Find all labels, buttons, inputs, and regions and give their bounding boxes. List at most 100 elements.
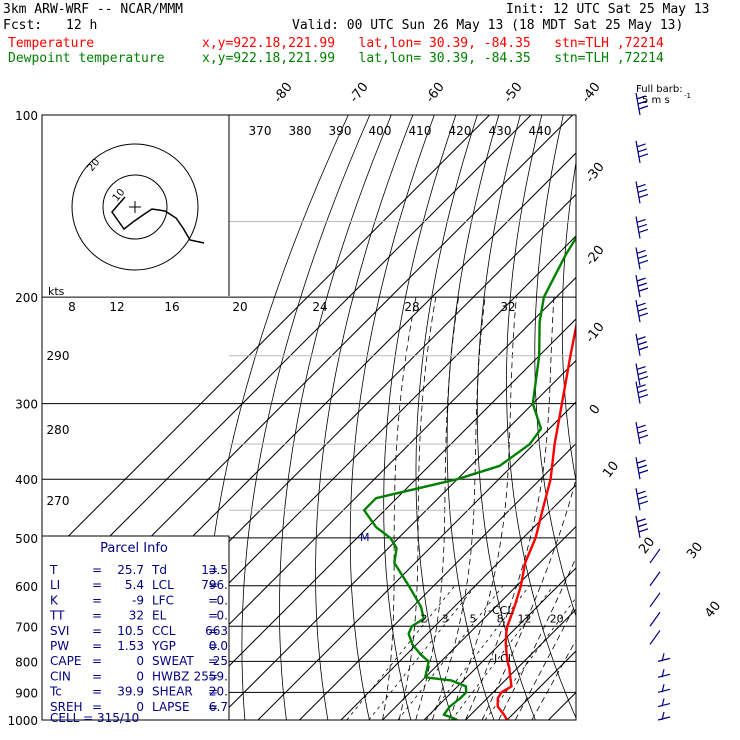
wind-barb-flag <box>636 384 646 389</box>
wind-speed-label: 32 <box>500 300 515 314</box>
wind-barb <box>649 630 661 645</box>
parcel-eq: = <box>92 669 102 683</box>
isotherm-line <box>423 567 576 720</box>
wind-barb-flag <box>637 254 647 260</box>
wind-barb-shaft <box>649 630 661 645</box>
wind-legend-value: 5 m s <box>642 95 670 106</box>
pressure-tick-label: 400 <box>15 473 38 487</box>
mixing-ratio-lines <box>346 585 576 720</box>
dry-adiabat-line <box>279 115 392 720</box>
parcel-value: 5.4 <box>125 578 144 592</box>
parcel-label: Td <box>151 563 167 577</box>
parcel-label: CAPE <box>50 654 81 668</box>
isotherm-line <box>382 525 576 720</box>
wind-barb-flag <box>637 282 647 287</box>
parcel-info-title: Parcel Info <box>100 541 168 556</box>
wind-barb-flag <box>637 523 647 528</box>
dry-adiabat-line <box>688 115 740 720</box>
isotherm-label: -40 <box>579 80 604 106</box>
moist-adiabat-line <box>514 602 576 720</box>
parcel-eq: = <box>92 563 102 577</box>
wind-barbs: Full barb:5 m s -1 <box>635 84 691 721</box>
theta-label: 440 <box>529 124 552 138</box>
parcel-label: SREH <box>50 700 83 714</box>
wind-barb-flag <box>636 277 646 282</box>
parcel-value: 663 <box>205 624 228 638</box>
isotherm-label: -30 <box>583 160 608 186</box>
hodograph-ring-outer <box>71 143 199 271</box>
wind-barb-flag <box>637 495 647 500</box>
parcel-eq: = <box>208 669 218 683</box>
hodograph: 10 20 <box>71 143 205 271</box>
mixing-ratio-label: 20 <box>550 613 564 626</box>
wind-barb <box>657 684 671 693</box>
wind-barb <box>657 669 671 678</box>
wind-barb <box>649 592 661 608</box>
wind-barb <box>635 247 649 270</box>
wind-barb-flag <box>637 389 647 394</box>
dry-adiabat-line <box>561 160 576 484</box>
parcel-value: 0. <box>217 593 228 607</box>
parcel-eq: = <box>92 639 102 653</box>
moist-adiabat-line <box>415 297 459 720</box>
parcel-label: K <box>50 593 59 607</box>
isotherm-label: -50 <box>501 80 526 106</box>
wind-barb-flag <box>661 684 665 693</box>
isotherm-label: -70 <box>347 80 372 106</box>
isotherm-line <box>590 115 740 720</box>
parcel-eq: = <box>208 700 218 714</box>
wind-barb-flag <box>637 148 647 153</box>
mixing-ratio-line <box>451 585 554 720</box>
mixing-ratio-line <box>346 585 455 720</box>
parcel-value: 20. <box>209 685 228 699</box>
dry-adiabat-line <box>735 115 740 720</box>
parcel-eq: = <box>92 593 102 607</box>
theta-label: 370 <box>249 124 272 138</box>
wind-barb-flag <box>636 218 646 224</box>
wind-barb <box>635 216 649 239</box>
pressure-tick-label: 700 <box>15 620 38 634</box>
parcel-eq: = <box>92 685 102 699</box>
wind-barb-flag <box>637 370 647 376</box>
ccl-annotation: -CCL <box>488 604 514 617</box>
dry-adiabat-line <box>665 115 740 720</box>
isotherm-label: -20 <box>583 243 608 269</box>
parcel-cell: CELL = 315/10 <box>50 711 139 725</box>
isotherm-line <box>133 276 576 720</box>
wind-barb-flag <box>636 302 646 307</box>
hodograph-ring-inner <box>102 174 168 240</box>
wind-barb-flag <box>636 424 646 429</box>
parcel-eq: = <box>208 578 218 592</box>
forecast-hour: 12 h <box>66 18 98 33</box>
pressure-tick-label: 300 <box>15 398 38 412</box>
parcel-eq: = <box>208 563 218 577</box>
parcel-value: 6.7 <box>209 700 228 714</box>
dewpoint-line <box>362 235 576 720</box>
theta-label: 420 <box>449 124 472 138</box>
parcel-label: SHEAR <box>152 685 193 699</box>
wind-barb-flag <box>638 500 649 505</box>
parcel-label: TT <box>49 609 65 623</box>
wind-barb-flag <box>636 459 646 464</box>
m-annotation: M <box>360 531 370 544</box>
wind-barb <box>635 300 649 323</box>
isotherm-label: 30 <box>684 540 706 562</box>
kts-label: kts <box>48 285 65 298</box>
parcel-value: 0.0 <box>209 639 228 653</box>
parcel-eq: = <box>208 609 218 623</box>
wind-barb-flag <box>636 365 646 371</box>
parcel-eq: = <box>92 578 102 592</box>
parcel-value: 13.5 <box>201 563 228 577</box>
dry-adiabat-line <box>534 115 576 618</box>
isotherm-line <box>299 442 576 720</box>
wind-barb-flag <box>636 143 646 148</box>
wind-barb <box>649 571 661 587</box>
pressure-tick-label: 900 <box>15 686 38 700</box>
dry-adiabat-line <box>712 115 740 720</box>
pressure-tick-label: 1000 <box>7 714 38 728</box>
wind-barb-flag <box>661 711 665 721</box>
wind-barb-flag <box>637 100 647 105</box>
dry-adiabat-line <box>640 115 740 720</box>
parcel-eq: = <box>92 700 102 714</box>
